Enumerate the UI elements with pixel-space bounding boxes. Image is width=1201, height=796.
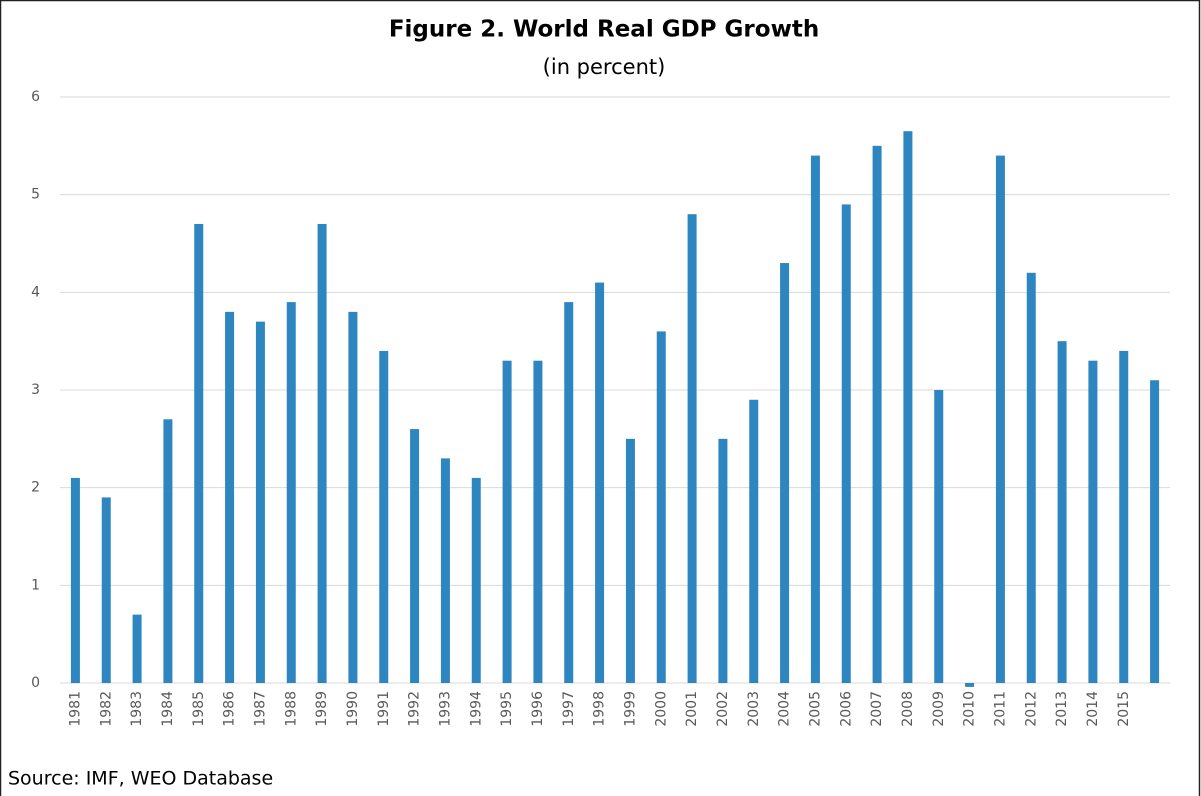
bar: [841, 204, 851, 683]
x-tick-label: 1985: [191, 691, 207, 727]
bar: [780, 263, 790, 683]
bar: [255, 321, 265, 683]
x-tick-label: 1990: [345, 691, 361, 727]
bar: [1057, 341, 1067, 683]
bar: [317, 223, 327, 683]
bar: [872, 145, 882, 684]
x-tick-label: 1981: [67, 691, 83, 727]
bar: [379, 350, 389, 683]
bar: [749, 399, 759, 683]
y-tick-label: 4: [31, 284, 40, 300]
x-tick-label: 2011: [992, 691, 1008, 727]
x-tick-label: 2004: [777, 691, 793, 727]
x-tick-label: 1988: [283, 691, 299, 727]
bar: [440, 458, 450, 683]
bar: [1088, 360, 1098, 683]
x-tick-label: 2000: [653, 691, 669, 727]
x-tick-label: 1996: [530, 691, 546, 727]
bar: [718, 438, 728, 683]
bar: [595, 282, 605, 683]
y-tick-label: 6: [31, 89, 40, 105]
chart-title: Figure 2. World Real GDP Growth: [389, 17, 819, 43]
bar: [810, 155, 820, 684]
bar: [564, 302, 574, 683]
x-tick-label: 1986: [222, 691, 238, 727]
y-tick-label: 0: [31, 675, 40, 691]
bar: [1026, 272, 1036, 683]
x-tick-label: 2006: [838, 691, 854, 727]
x-tick-label: 1999: [622, 691, 638, 727]
x-tick-label: 2012: [1023, 691, 1039, 727]
bar: [1119, 350, 1129, 683]
bar: [533, 360, 543, 683]
x-tick-label: 2001: [684, 691, 700, 727]
x-tick-label: 1995: [499, 691, 515, 727]
x-tick-label: 1984: [160, 691, 176, 727]
x-tick-label: 1998: [592, 691, 608, 727]
x-tick-label: 2002: [715, 691, 731, 727]
x-tick-label: 1997: [561, 691, 577, 727]
y-tick-label: 5: [31, 187, 40, 203]
bar: [625, 438, 635, 683]
bar: [70, 477, 80, 683]
x-tick-label: 1987: [252, 691, 268, 727]
x-tick-label: 1993: [437, 691, 453, 727]
bar: [965, 683, 975, 687]
x-tick-label: 1982: [98, 691, 114, 727]
x-tick-label: 1994: [468, 691, 484, 727]
bar: [903, 131, 913, 683]
y-tick-label: 2: [31, 480, 40, 496]
x-tick-label: 1983: [129, 691, 145, 727]
bar: [1150, 380, 1160, 683]
x-tick-label: 1991: [376, 691, 392, 727]
bar: [348, 311, 358, 683]
x-tick-label: 2008: [900, 691, 916, 727]
x-tick-label: 1989: [314, 691, 330, 727]
source-note: Source: IMF, WEO Database: [8, 768, 273, 790]
bar: [471, 477, 481, 683]
bar: [194, 223, 204, 683]
bar: [687, 214, 697, 683]
x-tick-label: 2003: [746, 691, 762, 727]
x-tick-label: 2005: [807, 691, 823, 727]
x-tick-label: 2014: [1085, 691, 1101, 727]
x-tick-label: 2007: [869, 691, 885, 727]
x-tick-label: 2015: [1116, 691, 1132, 727]
bar: [410, 429, 420, 683]
bar: [132, 614, 142, 683]
x-tick-label: 2013: [1054, 691, 1070, 727]
chart-subtitle: (in percent): [543, 55, 666, 79]
bar: [163, 419, 173, 683]
x-tick-label: 1992: [407, 691, 423, 727]
bar: [934, 390, 944, 683]
bar: [286, 302, 296, 683]
x-tick-label: 2009: [931, 691, 947, 727]
bar: [101, 497, 111, 683]
bar: [995, 155, 1005, 684]
bar: [502, 360, 512, 683]
x-tick-label: 2010: [962, 691, 978, 727]
bar: [225, 311, 235, 683]
y-tick-label: 1: [31, 577, 40, 593]
y-tick-label: 3: [31, 382, 40, 398]
bar: [656, 331, 666, 683]
